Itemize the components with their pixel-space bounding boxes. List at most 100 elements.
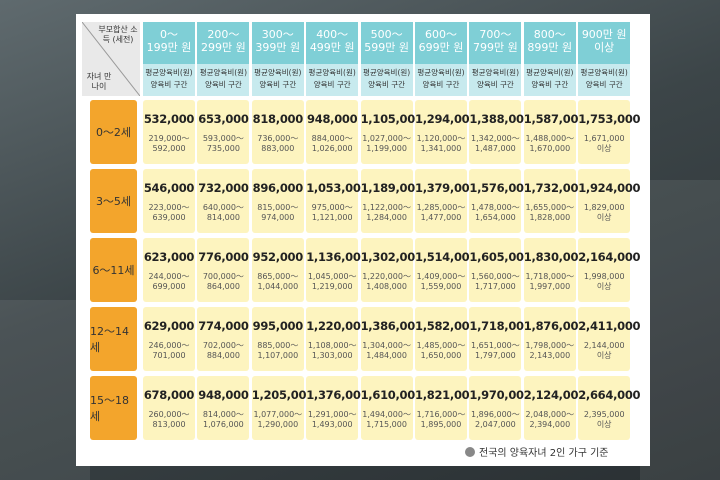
column-subheader-label: 평균양육비(원) [254,68,302,77]
table-cell: 2,124,000 2,048,000～ 2,394,000 [523,376,586,440]
cost-range: 223,000～ 639,000 [143,203,195,223]
cost-range: 1,108,000～ 1,303,000 [306,341,358,361]
cost-range-line: 1,408,000 [366,282,407,291]
column-subheader: 평균양육비(원) 양육비 구간 [469,64,522,96]
cost-range-line: 이상 [596,282,612,291]
cost-range: 246,000～ 701,000 [143,341,195,361]
cost-range: 884,000～ 1,026,000 [306,134,358,154]
average-cost: 1,053,000 [306,181,369,195]
cost-range: 1,120,000～ 1,341,000 [415,134,467,154]
cost-range: 865,000～ 1,044,000 [252,272,304,292]
cost-range-line: 2,143,000 [529,351,571,360]
cost-range: 700,000～ 864,000 [197,272,249,292]
cost-range-line: 1,121,000 [311,213,353,222]
corner-age-label: 자녀 만 나이 [86,72,112,91]
table-cell: 1,582,000 1,485,000～ 1,650,000 [415,307,477,371]
cost-range: 1,671,000 이상 [578,134,630,154]
table-cell: 629,000 246,000～ 701,000 [143,307,195,371]
column-header-line: 399만 원 [255,41,301,54]
cost-range-line: 700,000～ [202,272,244,281]
cost-range: 1,342,000～ 1,487,000 [469,134,521,154]
cost-range: 1,478,000～ 1,654,000 [469,203,521,223]
column-header-line: 600～ [425,28,457,41]
table-cell: 2,164,000 1,998,000 이상 [578,238,641,302]
column-header: 800～ 899만 원 [523,22,576,64]
column-header-line: 699만 원 [418,41,464,54]
cost-range-line: 864,000 [206,282,240,291]
table-cell: 1,379,000 1,285,000～ 1,477,000 [415,169,477,233]
cost-range: 815,000～ 974,000 [252,203,304,223]
column-header-line: 400～ [316,28,349,41]
average-cost: 776,000 [198,250,249,264]
average-cost: 2,164,000 [578,250,641,264]
cost-range: 1,077,000～ 1,290,000 [252,410,304,430]
column-header-line: 199만 원 [146,41,192,54]
cost-range-line: 1,670,000 [529,144,571,153]
average-cost: 1,753,000 [578,112,641,126]
cost-range: 1,409,000～ 1,559,000 [415,272,467,292]
average-cost: 678,000 [143,388,195,402]
cost-range-line: 1,671,000 [583,134,625,143]
corner-income-label: 부모합산 소득 (세전) [98,25,138,44]
table-cell: 1,753,000 1,671,000 이상 [578,100,641,164]
average-cost: 1,970,000 [469,388,532,402]
cost-range-line: 1,560,000～ [471,272,520,281]
average-cost: 623,000 [143,250,195,264]
table-cell: 678,000 260,000～ 813,000 [143,376,195,440]
column-header-line: 700～ [479,28,512,41]
average-cost: 1,220,000 [306,319,369,333]
row-label: 12～14세 [90,307,137,371]
column-header-line: 300～ [261,28,294,41]
table-cell: 1,053,000 975,000～ 1,121,000 [306,169,369,233]
cost-range-line: 1,559,000 [420,282,462,291]
cost-range-line: 1,718,000～ [525,272,575,281]
cost-range-line: 814,000～ [202,410,244,419]
average-cost: 1,610,000 [360,388,423,402]
cost-range-line: 1,494,000～ [362,410,411,419]
table-cell: 532,000 219,000～ 592,000 [143,100,195,164]
column-header: 700～ 799만 원 [469,22,522,64]
cost-range-line: 이상 [596,213,612,222]
footer-icon [465,446,475,457]
cost-range-line: 735,000 [206,144,240,153]
cost-range: 975,000～ 1,121,000 [306,203,358,223]
cost-range-line: 1,044,000 [257,282,299,291]
cost-range-line: 1,895,000 [420,420,462,429]
average-cost: 1,718,000 [469,319,532,333]
average-cost: 1,376,000 [306,388,369,402]
column-subheader-label: 평균양육비(원) [417,68,465,77]
cost-range-line: 639,000 [152,213,186,222]
column-subheader-label: 평균양육비(원) [199,68,248,77]
cost-range-line: 814,000 [206,213,240,222]
column-subheader-label: 양육비 구간 [259,80,297,89]
column-subheader: 평균양육비(원) 양육비 구간 [523,64,576,96]
table-cell: 653,000 593,000～ 735,000 [197,100,250,164]
column-header-line: 799만 원 [473,41,518,54]
cost-range: 702,000～ 884,000 [197,341,249,361]
cost-range-line: 1,076,000 [203,420,244,429]
cost-range-line: 884,000～ [311,134,353,143]
column-subheader: 평균양육비(원) 양육비 구간 [415,64,467,96]
cost-range-line: 1,107,000 [257,351,299,360]
cost-range-line: 1,477,000 [420,213,462,222]
column-header: 200～ 299만 원 [197,22,250,64]
cost-range: 1,045,000～ 1,219,000 [306,272,358,292]
cost-range-line: 1,108,000～ [307,341,357,350]
cost-range: 1,494,000～ 1,715,000 [361,410,413,430]
average-cost: 1,576,000 [469,181,532,195]
cost-range-line: 1,285,000～ [416,203,466,212]
average-cost: 2,664,000 [578,388,641,402]
cost-range-line: 1,303,000 [311,351,353,360]
diagonal [82,22,140,96]
average-cost: 2,411,000 [578,319,641,333]
column-subheader-label: 양육비 구간 [585,80,623,89]
cost-range: 1,798,000～ 2,143,000 [524,341,576,361]
column-header-line: 800～ [533,28,566,41]
table-cell: 1,830,000 1,718,000～ 1,997,000 [523,238,586,302]
cost-range-line: 1,409,000～ [416,272,466,281]
column-subheader-label: 양육비 구간 [313,80,351,89]
row-label: 6～11세 [90,238,137,302]
table-cell: 1,388,000 1,342,000～ 1,487,000 [469,100,532,164]
background-building [0,300,90,480]
column-subheader: 평균양육비(원) 양육비 구간 [578,64,631,96]
